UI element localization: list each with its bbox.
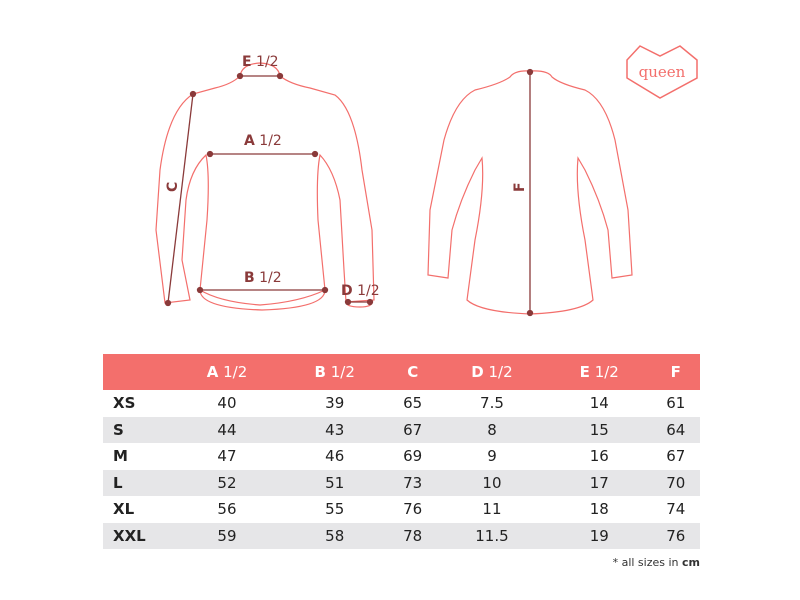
measurement-cell: 43 [280,416,389,443]
table-row: S 44 43 67 8 15 64 [103,416,700,443]
measurement-cell: 67 [388,416,437,443]
table-header: A 1/2 B 1/2 C D 1/2 E 1/2 F [103,354,700,390]
column-header: B 1/2 [280,354,389,390]
measurement-cell: 16 [589,447,609,466]
table-row: XXL 59 58 78 11.5 19 76 [103,522,700,549]
measurement-cell: 9 [487,447,497,466]
measurement-cell: 11 [482,500,502,519]
label-a: A 1/2 [244,133,282,149]
column-header [103,354,173,390]
measurement-lines [164,68,534,317]
measurement-cell: 56 [217,500,237,519]
measurement-cell: 74 [666,500,686,519]
measurement-cell: 67 [666,447,686,466]
measurement-cell: 59 [173,522,281,549]
measurement-cell: 73 [388,469,437,496]
measurement-cell: 76 [651,522,700,549]
column-header: E 1/2 [547,354,652,390]
size-diagram: E 1/2 A 1/2 B 1/2 D 1/2 C F queen [155,45,698,317]
measurement-cell: 76 [403,500,423,519]
measurement-cell: 11.5 [436,522,548,549]
size-label: M [113,447,128,466]
measurement-cell: 19 [547,522,652,549]
measurement-cell: 64 [651,416,700,443]
label-f: F [512,182,528,192]
label-c: C [165,182,181,192]
measurement-cell: 39 [325,394,345,413]
measurement-cell: 55 [325,500,345,519]
measurement-cell: 7.5 [480,394,504,413]
size-label: S [103,416,173,443]
label-e: E 1/2 [242,54,279,70]
label-d: D 1/2 [341,283,380,299]
back-jacket-outline [427,70,633,315]
measurement-cell: 40 [217,394,237,413]
measurement-cell: 14 [589,394,609,413]
measurement-cell: 44 [173,416,281,443]
size-label: XXL [103,522,173,549]
units-note: * all sizes in cm [612,556,700,569]
column-header: C [388,354,437,390]
measurement-cell: 78 [388,522,437,549]
column-header: F [651,354,700,390]
label-b: B 1/2 [244,270,282,286]
table-row: XL 56 55 76 11 18 74 [103,496,700,523]
measurement-cell: 47 [217,447,237,466]
measurement-cell: 65 [403,394,423,413]
queen-logo: queen [626,45,698,99]
column-header: A 1/2 [173,354,281,390]
measurement-cell: 51 [280,469,389,496]
measurement-cell: 52 [173,469,281,496]
measurement-cell: 61 [666,394,686,413]
svg-text:queen: queen [639,63,686,81]
measurement-cell: 58 [280,522,389,549]
table-row: L 52 51 73 10 17 70 [103,469,700,496]
table-row: XS 40 39 65 7.5 14 61 [103,390,700,417]
measurement-cell: 70 [651,469,700,496]
measurement-cell: 10 [436,469,548,496]
measurement-cell: 69 [403,447,423,466]
table-row: M 47 46 69 9 16 67 [103,443,700,470]
measurement-cell: 17 [547,469,652,496]
measurement-cell: 15 [547,416,652,443]
size-table: A 1/2 B 1/2 C D 1/2 E 1/2 F XS 40 39 65 7.5 14 61 S… [103,354,700,549]
size-label: XS [113,394,136,413]
measurement-cell: 18 [589,500,609,519]
measurement-cell: 46 [325,447,345,466]
column-header: D 1/2 [436,354,548,390]
size-label: XL [113,500,135,519]
size-label: L [103,469,173,496]
measurement-cell: 8 [436,416,548,443]
